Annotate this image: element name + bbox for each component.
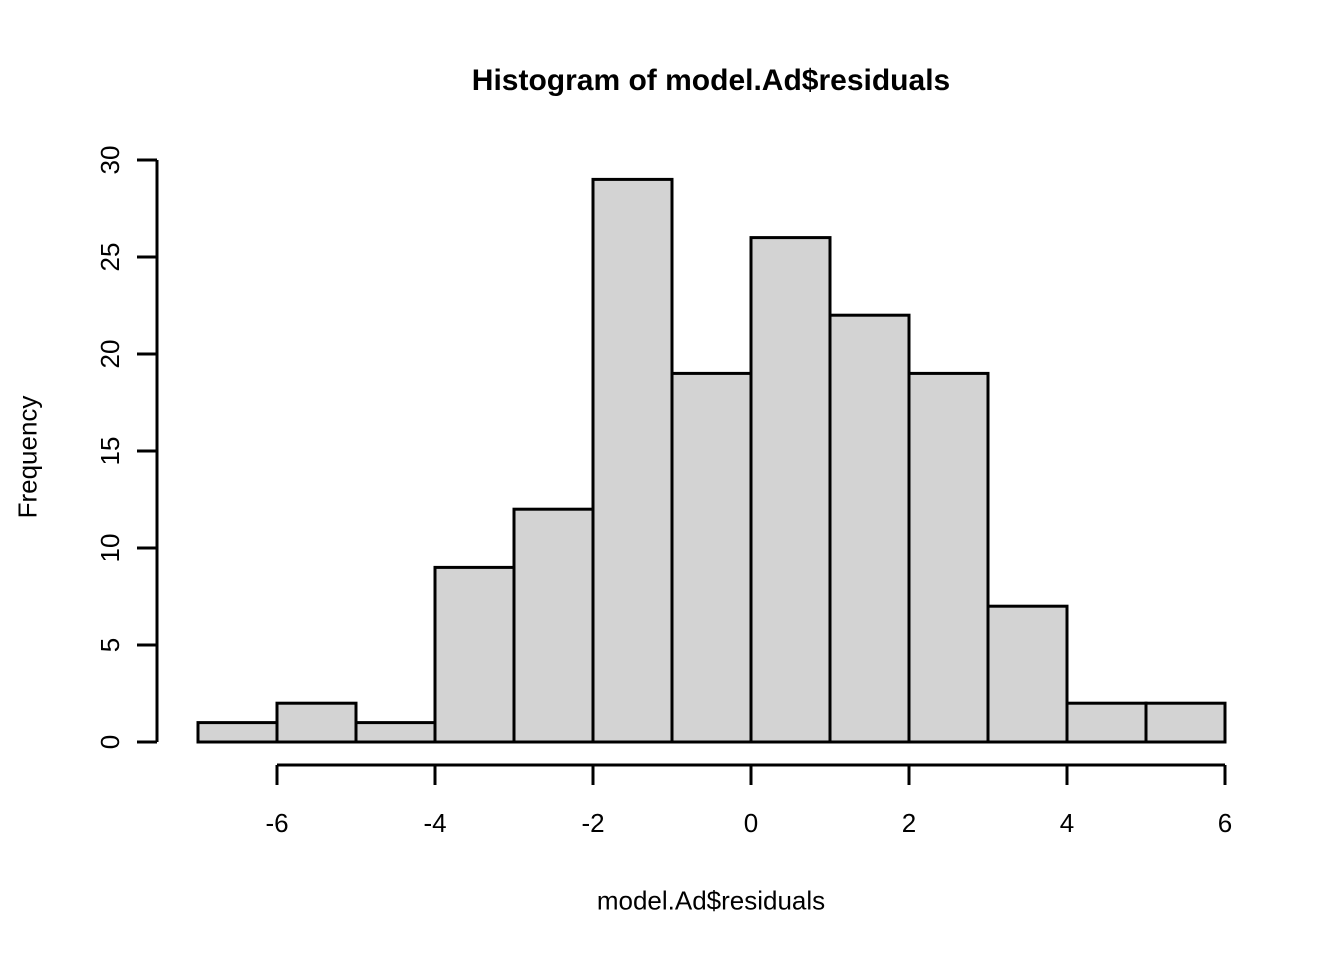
- x-tick-label: -4: [423, 808, 446, 838]
- x-tick-label: -6: [265, 808, 288, 838]
- y-tick-label: 5: [95, 638, 125, 652]
- histogram-bar: [591, 177, 674, 744]
- histogram-bar: [512, 507, 595, 744]
- y-axis-title: Frequency: [12, 395, 43, 519]
- histogram-bar: [749, 236, 832, 744]
- chart-title: Histogram of model.Ad$residuals: [471, 64, 951, 97]
- x-axis-title: model.Ad$residuals: [596, 885, 826, 916]
- x-tick-label: 0: [744, 808, 758, 838]
- y-tick-label: 0: [95, 735, 125, 749]
- histogram-bar: [275, 701, 358, 744]
- histogram-bar: [828, 313, 911, 744]
- histogram-bar: [670, 371, 753, 744]
- y-tick-label: 10: [95, 534, 125, 563]
- histogram-bar: [1065, 701, 1148, 744]
- y-tick-label: 20: [95, 340, 125, 369]
- histogram-bar: [1144, 701, 1227, 744]
- y-tick-label: 30: [95, 146, 125, 175]
- histogram-bar: [907, 371, 990, 744]
- histogram-bar: [986, 604, 1069, 744]
- histogram-bar: [433, 565, 516, 744]
- x-tick-label: 6: [1218, 808, 1232, 838]
- histogram-bar: [354, 721, 437, 744]
- x-tick-label: 4: [1060, 808, 1074, 838]
- y-tick-label: 25: [95, 243, 125, 272]
- histogram-bar: [196, 721, 279, 744]
- x-tick-label: 2: [902, 808, 916, 838]
- y-tick-label: 15: [95, 437, 125, 466]
- x-tick-label: -2: [581, 808, 604, 838]
